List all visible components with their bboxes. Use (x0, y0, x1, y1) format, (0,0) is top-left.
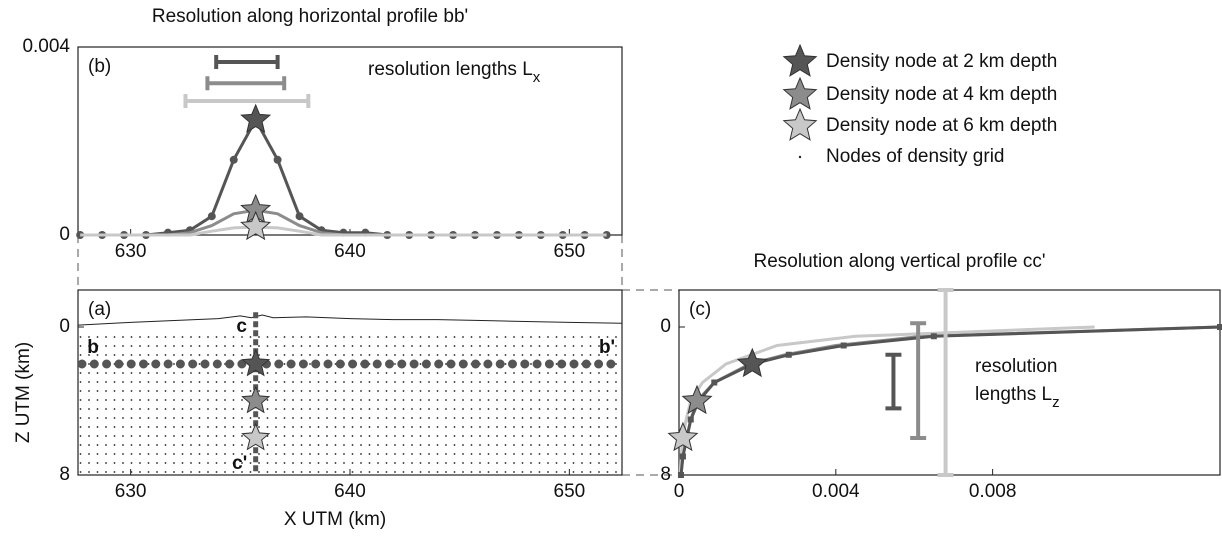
annotation-text: lengths L (975, 384, 1052, 405)
annotation: lengths Lz (975, 384, 1060, 411)
point (229, 155, 238, 164)
x-axis-label: X UTM (km) (284, 509, 386, 530)
x-tick-label: 640 (334, 481, 366, 502)
resolution-bar (205, 76, 287, 91)
series-line (679, 325, 1221, 476)
point (602, 231, 611, 239)
y-tick-label: 8 (660, 464, 671, 485)
topography (78, 314, 622, 326)
point (840, 342, 847, 349)
legend-label: Density node at 2 km depth (826, 51, 1057, 72)
x-tick-label: 0.008 (969, 481, 1017, 502)
profile-label: c' (232, 453, 247, 474)
grid-nodes (78, 329, 622, 475)
legend-marker (782, 43, 818, 77)
y-tick-label: 0 (59, 224, 70, 245)
point (1217, 324, 1222, 330)
legend-marker (798, 155, 802, 159)
x-tick-label: 0 (674, 481, 685, 502)
series-line (80, 116, 607, 237)
point (295, 212, 304, 221)
star-node (241, 348, 271, 377)
resolution-bar (937, 288, 954, 477)
point (677, 472, 684, 478)
point (711, 379, 718, 386)
star-node (240, 210, 272, 241)
annotation-subscript: z (1052, 394, 1060, 411)
panel-label: (a) (88, 299, 111, 320)
point (76, 231, 85, 239)
y-tick-label: 0 (59, 316, 70, 337)
point (273, 155, 282, 164)
point (679, 453, 686, 460)
x-tick-label: 630 (115, 241, 147, 262)
legend-label: Density node at 6 km depth (826, 115, 1057, 136)
star-node (681, 384, 713, 415)
resolution-bar (214, 55, 280, 70)
point (785, 351, 792, 358)
resolution-bar (910, 321, 927, 440)
resolution-bar (183, 94, 311, 109)
plot-frame (678, 289, 1221, 476)
legend-marker (782, 107, 818, 141)
legend-label: Nodes of density grid (826, 146, 1005, 167)
x-tick-label: 0.004 (812, 481, 860, 502)
chart-title: Resolution along horizontal profile bb' (152, 6, 468, 27)
x-tick-label: 640 (334, 241, 366, 262)
y-tick-label: 0 (660, 316, 671, 337)
y-tick-label: 0.004 (22, 36, 70, 57)
legend-label: Density node at 4 km depth (826, 84, 1057, 105)
resolution-bar (885, 352, 902, 411)
series-line (679, 325, 1221, 476)
annotation-text: resolution (975, 356, 1057, 377)
chart-title: Resolution along vertical profile cc' (754, 251, 1046, 272)
annotation: resolution lengths Lx (368, 59, 541, 86)
y-tick-label: 8 (59, 464, 70, 485)
profile-label: c (236, 316, 247, 337)
point (207, 212, 216, 221)
star-node (240, 103, 272, 134)
x-tick-label: 650 (554, 481, 586, 502)
point (687, 416, 694, 423)
annotation-text: resolution lengths L (368, 59, 533, 80)
star-node (736, 347, 768, 378)
point (930, 333, 937, 340)
profile-label: b (87, 337, 99, 358)
annotation-subscript: x (533, 69, 541, 86)
plot-frame (77, 46, 623, 236)
series-line (80, 225, 607, 237)
x-tick-label: 650 (554, 241, 586, 262)
panel-label: (b) (88, 56, 111, 77)
star-node (667, 421, 699, 452)
y-axis-label: Z UTM (km) (13, 342, 34, 443)
profile-label: b' (599, 337, 615, 358)
panel-label: (c) (689, 299, 711, 320)
annotation: resolution (975, 356, 1057, 377)
star-node (241, 385, 271, 414)
legend-marker (782, 76, 818, 110)
x-tick-label: 630 (115, 481, 147, 502)
star-node (241, 422, 271, 451)
